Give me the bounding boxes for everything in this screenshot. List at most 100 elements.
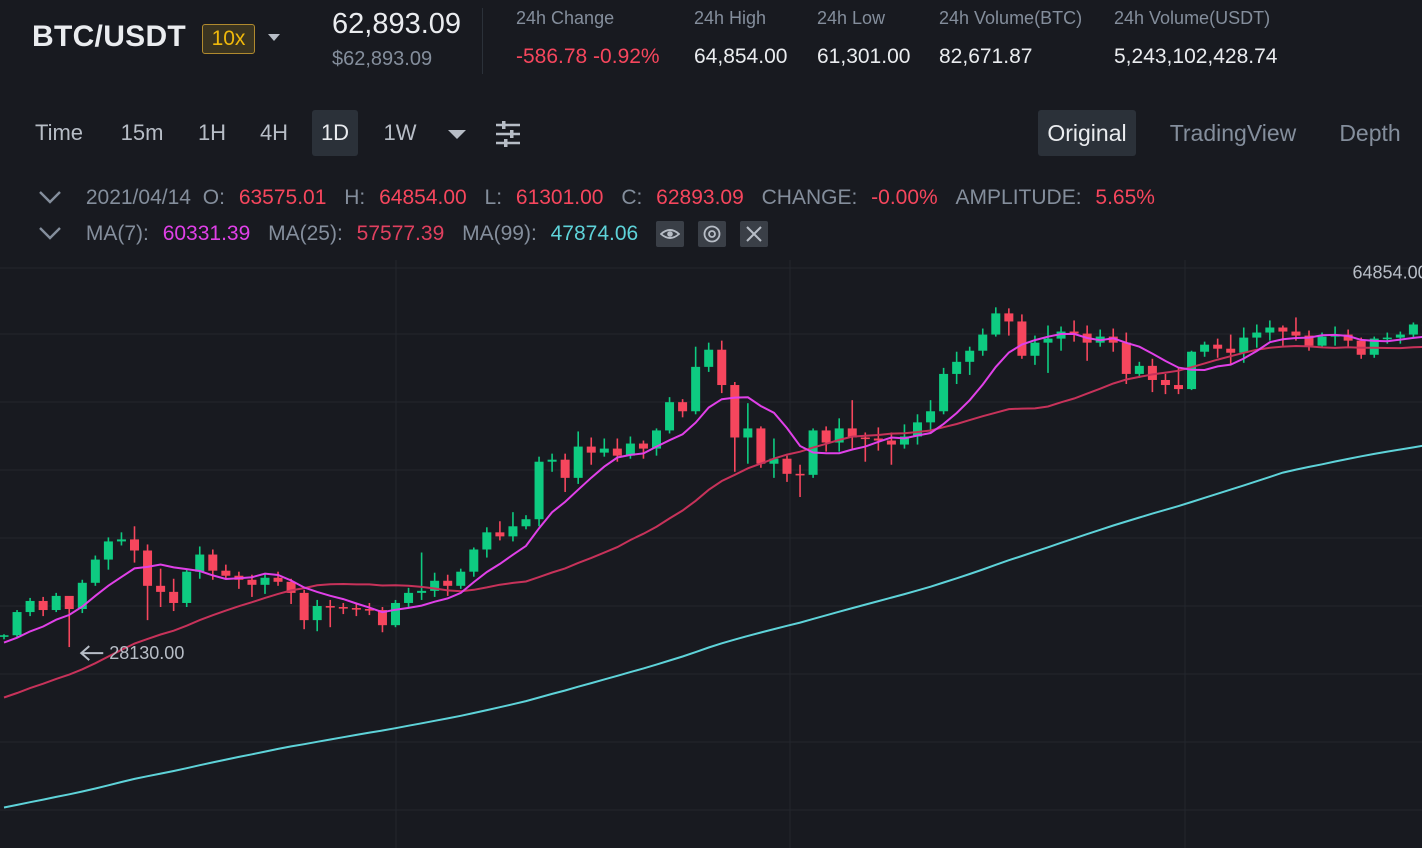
candle-body [52,596,61,610]
candle [1226,335,1235,364]
candle-body [261,578,270,585]
candle-body [1044,339,1053,343]
stat-value: 64,854.00 [694,45,787,69]
more-timeframes-icon[interactable] [448,130,466,139]
candle [535,457,544,527]
candle-body [456,572,465,586]
candle-body [1200,345,1209,352]
candle-body [182,572,191,603]
timeframe-1h[interactable]: 1H [188,110,236,156]
candle-body [796,474,805,476]
candle [91,556,100,586]
candle-body [117,539,126,541]
candle-body [1396,335,1405,338]
min-price-marker: 28130.00 [81,643,184,663]
candle-body [13,612,22,635]
candle [143,544,152,620]
candle [117,532,126,545]
candle-body [26,601,35,612]
candle-body [600,449,609,453]
candle [156,569,165,607]
ohlc-high-value: 64854.00 [379,186,467,210]
candle [1213,339,1222,358]
symbol-title[interactable]: BTC/USDT [32,20,186,54]
view-tab-original[interactable]: Original [1038,110,1136,156]
candle-body [339,607,348,609]
candle-body [991,313,1000,334]
timeframe-15m[interactable]: 15m [108,110,176,156]
candle [1017,314,1026,358]
candle [1200,342,1209,357]
candle [1161,374,1170,394]
candle-body [965,351,974,362]
ma7-value: 60331.39 [163,222,251,246]
candle-body [535,462,544,520]
chart-toolbar: Time 15m 1H 4H 1D 1W Original TradingVie… [0,108,1422,160]
ohlc-low-label: L: [485,186,503,210]
candle-body [978,335,987,351]
stat-24h-low: 24h Low 61,301.00 [817,8,910,69]
eye-icon[interactable] [656,221,684,247]
candle-body [1213,345,1222,349]
collapse-ohlc-icon[interactable] [38,183,62,213]
symbol-dropdown-icon[interactable] [268,34,280,41]
candle [939,368,948,414]
timeframe-1d[interactable]: 1D [312,110,358,156]
candle-body [678,402,687,411]
view-tab-tradingview[interactable]: TradingView [1160,110,1306,156]
candle-body [352,608,361,610]
candle [1057,327,1066,351]
candle-body [926,411,935,422]
candle-body [208,555,217,571]
ma25-line [4,340,1422,698]
candle [1004,308,1013,335]
candlestick-chart[interactable]: 64854.00 28130.00 [0,260,1422,848]
candle [443,575,452,596]
candle [652,428,661,455]
stat-24h-volume-usdt: 24h Volume(USDT) 5,243,102,428.74 [1114,8,1278,69]
candle [1396,332,1405,344]
timeframe-4h[interactable]: 4H [248,110,300,156]
candle-body [1148,366,1157,380]
collapse-ma-icon[interactable] [38,219,62,249]
indicator-settings-icon[interactable] [494,120,522,148]
ohlc-change-label: CHANGE: [762,186,858,210]
candle [508,512,517,541]
ohlc-close-label: C: [621,186,642,210]
candle [65,596,74,647]
candle [1070,320,1079,341]
ma-info-line: MA(7): 60331.39 MA(25): 57577.39 MA(99):… [38,219,768,249]
close-icon[interactable] [740,221,768,247]
candle-body [482,532,491,549]
timeframe-1w[interactable]: 1W [372,110,428,156]
candle [561,454,570,492]
candle-body [39,601,48,610]
candle-body [65,596,74,609]
candle-body [195,555,204,572]
candle [835,418,844,451]
stat-label: 24h High [694,8,787,29]
max-price-marker: 64854.00 [1353,263,1422,283]
candle-body [613,449,622,456]
candle [574,431,583,483]
candle [952,352,961,384]
timeframe-time[interactable]: Time [22,110,96,156]
leverage-badge[interactable]: 10x [202,24,255,54]
candle [261,574,270,594]
candle [339,603,348,614]
candle [600,439,609,457]
ohlc-low-value: 61301.00 [516,186,604,210]
candle [822,426,831,451]
max-price-label: 64854.00 [1353,263,1422,283]
candle-body [495,532,504,536]
candle [665,397,674,433]
view-tab-depth[interactable]: Depth [1330,110,1410,156]
candle [913,414,922,444]
gear-icon[interactable] [698,221,726,247]
candle-body [1278,328,1287,332]
candle [221,565,230,579]
candle [639,441,648,459]
ma25-value: 57577.39 [357,222,445,246]
candle-body [1409,324,1418,334]
candle-body [1226,349,1235,353]
